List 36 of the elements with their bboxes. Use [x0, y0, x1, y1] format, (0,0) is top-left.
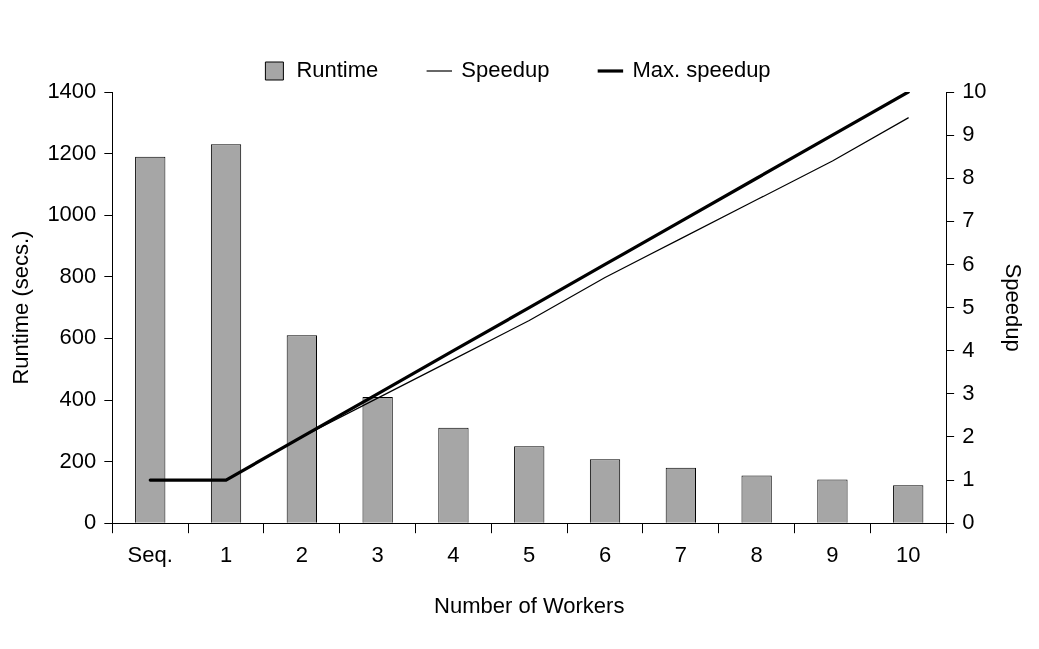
- x-axis-title: Number of Workers: [434, 592, 625, 618]
- y-tick-label: 1000: [47, 201, 97, 227]
- y2-tick-label: 5: [962, 293, 975, 319]
- y-tick-label: 600: [59, 324, 97, 350]
- legend-label: Max. speedup: [632, 57, 771, 83]
- legend-label: Runtime: [296, 57, 379, 83]
- y2-tick-label: 3: [962, 379, 975, 405]
- x-tick-label: 4: [447, 542, 460, 568]
- y2-tick-label: 8: [962, 164, 975, 190]
- x-tick-label: 5: [523, 542, 536, 568]
- y-tick-label: 1400: [47, 78, 97, 104]
- y-axis-title: Runtime (secs.): [8, 230, 34, 385]
- x-tick-label: 6: [598, 542, 612, 568]
- y2-tick-label: 4: [962, 336, 975, 362]
- x-tick-label: 10: [895, 542, 921, 568]
- x-tick-label: 7: [674, 542, 687, 568]
- y-tick-label: 200: [59, 447, 97, 473]
- x-tick-label: Seq.: [127, 542, 173, 568]
- x-tick-label: 1: [219, 542, 233, 568]
- y-tick-label: 800: [59, 262, 97, 288]
- y2-tick-label: 7: [962, 207, 975, 233]
- y2-axis-title: Speedup: [1000, 263, 1026, 352]
- x-tick-label: 2: [295, 542, 308, 568]
- y2-tick-label: 10: [962, 78, 987, 104]
- y2-tick-label: 6: [962, 250, 975, 276]
- x-tick-label: 3: [371, 542, 384, 568]
- y2-tick-label: 1: [962, 466, 975, 492]
- y-tick-label: 1200: [47, 139, 97, 165]
- x-tick-label: 9: [826, 542, 839, 568]
- y2-tick-label: 9: [962, 121, 975, 147]
- legend-label: Speedup: [461, 57, 550, 83]
- y2-tick-label: 2: [962, 423, 975, 449]
- y-tick-label: 0: [84, 509, 97, 535]
- y2-tick-label: 0: [962, 509, 975, 535]
- x-tick-label: 8: [750, 542, 763, 568]
- y-tick-label: 400: [59, 386, 97, 412]
